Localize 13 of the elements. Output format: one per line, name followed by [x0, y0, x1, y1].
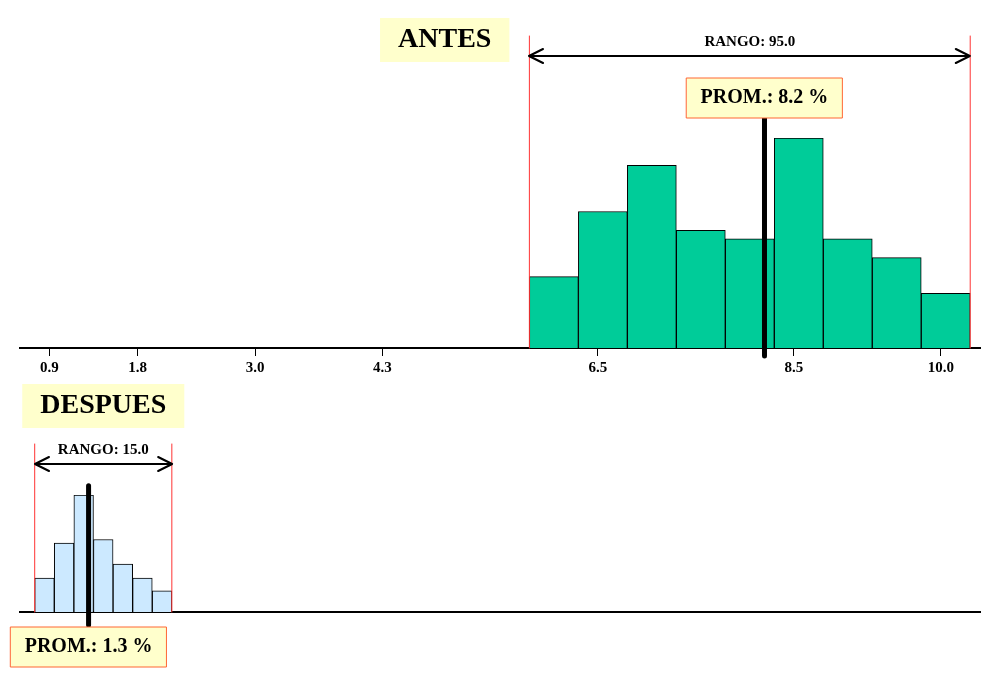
x-tick-label: 10.0: [927, 358, 954, 375]
chart-title: ANTES: [398, 22, 492, 54]
text: RANGO: 95.0: [704, 33, 796, 50]
x-tick-label: 1.8: [128, 358, 147, 375]
x-tick-label: 3.0: [245, 358, 265, 375]
text: RANGO: 15.0: [57, 441, 149, 458]
x-tick-label: 0.9: [40, 358, 59, 375]
chart-title: DESPUES: [40, 388, 167, 420]
x-tick-label: 4.3: [373, 358, 392, 375]
x-tick-label: 8.5: [784, 358, 804, 375]
ref-line-label: PROM.: 1.3 %: [24, 634, 153, 657]
ref-line-label: PROM.: 8.2 %: [700, 85, 829, 108]
x-tick-label: 6.5: [588, 358, 608, 375]
